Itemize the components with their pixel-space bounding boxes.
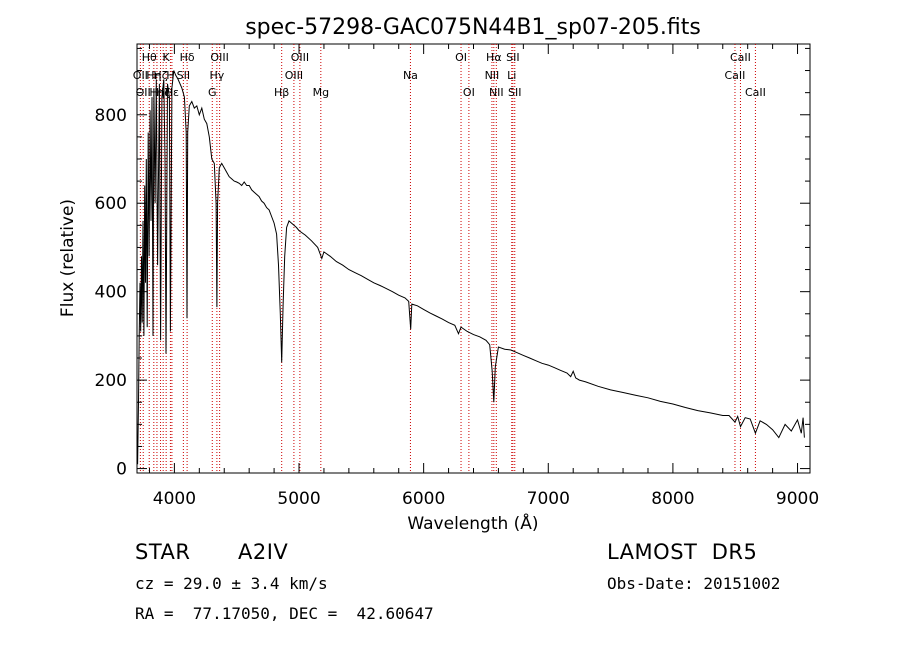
- spectral-line-label: OII: [136, 86, 151, 99]
- y-tick-label: 400: [95, 283, 127, 303]
- spectral-line-label: CaII: [730, 51, 751, 64]
- spectral-line-label: Hδ: [180, 51, 195, 64]
- spectral-line-label: SII: [506, 51, 519, 64]
- spectral-line-label: OIII: [210, 51, 228, 64]
- x-tick-label: 6000: [402, 489, 445, 509]
- spectral-line-label: OIII: [285, 69, 303, 82]
- spectral-line-label: OI: [463, 86, 475, 99]
- x-tick-label: 8000: [651, 489, 694, 509]
- x-tick-label: 5000: [277, 489, 320, 509]
- spectral-line-labels: OIIOIIHθHηHηHζHζKHHεSIIHδGHγOIIIHβOIIIOI…: [133, 51, 766, 99]
- spectral-line-label: G: [208, 86, 217, 99]
- plot-frame: [136, 43, 811, 474]
- spectral-line-label: Hγ: [209, 69, 224, 82]
- spectral-line-label: OI: [455, 51, 467, 64]
- spectral-line-label: H: [166, 69, 174, 82]
- spectral-line-label: OII: [133, 69, 148, 82]
- spectral-line-label: Hα: [486, 51, 502, 64]
- spectrum-flux-line: [137, 70, 805, 465]
- spectral-line-label: SII: [508, 86, 521, 99]
- spectral-line-label: Mg: [313, 86, 329, 99]
- spectral-line-label: NII: [485, 69, 500, 82]
- observation-date: Obs-Date: 20151002: [607, 574, 781, 593]
- spectral-line-label: NII: [489, 86, 504, 99]
- spectral-line-label: Hη: [149, 86, 164, 99]
- spectral-line-markers: [139, 44, 756, 473]
- spectral-subclass: A2IV: [238, 540, 289, 564]
- x-axis: 4000 5000 6000 7000 8000 9000: [148, 44, 819, 509]
- y-axis: 0 200 400 600 800: [95, 47, 810, 480]
- survey-name: LAMOST DR5: [607, 540, 758, 564]
- sky-coordinates: RA = 77.17050, DEC = 42.60647: [135, 604, 434, 623]
- y-tick-label: 600: [95, 194, 127, 214]
- spectral-line-label: Hθ: [142, 51, 157, 64]
- y-tick-label: 0: [116, 460, 127, 480]
- y-tick-label: 200: [95, 371, 127, 391]
- spectral-line-label: Hη: [146, 69, 161, 82]
- spectral-line-label: SII: [177, 69, 190, 82]
- x-axis-label: Wavelength (Å): [407, 512, 538, 534]
- spectral-line-label: Na: [403, 69, 418, 82]
- spectral-line-label: Hβ: [274, 86, 289, 99]
- redshift-velocity: cz = 29.0 ± 3.4 km/s: [135, 574, 328, 593]
- spectral-line-label: OIII: [291, 51, 309, 64]
- spectral-line-label: K: [163, 51, 171, 64]
- y-axis-label: Flux (relative): [58, 199, 78, 317]
- y-tick-label: 800: [95, 106, 127, 126]
- spectral-line-label: CaII: [745, 86, 766, 99]
- spectral-line-label: Li: [507, 69, 516, 82]
- x-tick-label: 7000: [527, 489, 570, 509]
- x-tick-label: 4000: [153, 489, 196, 509]
- chart-title: spec-57298-GAC075N44B1_sp07-205.fits: [245, 15, 701, 40]
- x-tick-label: 9000: [776, 489, 819, 509]
- spectral-line-label: CaII: [725, 69, 746, 82]
- object-type: STAR: [135, 540, 191, 564]
- spectral-line-label: Hζ: [153, 69, 167, 82]
